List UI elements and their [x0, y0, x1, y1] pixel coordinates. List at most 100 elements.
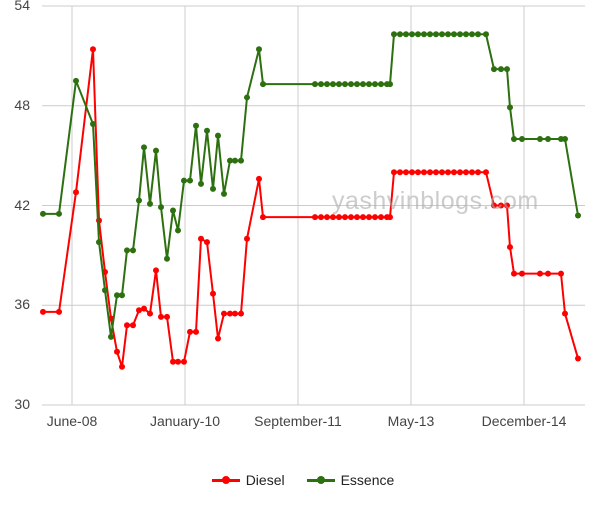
- data-point[interactable]: [348, 81, 354, 88]
- data-point[interactable]: [397, 169, 403, 176]
- data-point[interactable]: [483, 31, 489, 38]
- data-point[interactable]: [124, 247, 130, 254]
- data-point[interactable]: [324, 81, 330, 88]
- data-point[interactable]: [504, 66, 510, 73]
- data-point[interactable]: [164, 255, 170, 262]
- data-point[interactable]: [372, 81, 378, 88]
- data-point[interactable]: [141, 144, 147, 151]
- data-point[interactable]: [545, 136, 551, 142]
- data-point[interactable]: [170, 207, 176, 214]
- data-point[interactable]: [575, 355, 581, 362]
- data-point[interactable]: [354, 81, 360, 88]
- data-point[interactable]: [198, 180, 204, 187]
- data-point[interactable]: [210, 290, 216, 297]
- data-point[interactable]: [336, 81, 342, 88]
- data-point[interactable]: [318, 214, 324, 221]
- data-point[interactable]: [96, 239, 102, 246]
- data-point[interactable]: [215, 132, 221, 139]
- data-point[interactable]: [56, 308, 62, 315]
- data-point[interactable]: [511, 270, 517, 277]
- data-point[interactable]: [40, 210, 46, 217]
- data-point[interactable]: [40, 308, 46, 315]
- data-point[interactable]: [409, 169, 415, 176]
- data-point[interactable]: [193, 328, 199, 335]
- data-point[interactable]: [73, 189, 79, 196]
- data-point[interactable]: [427, 169, 433, 176]
- data-point[interactable]: [397, 31, 403, 38]
- data-point[interactable]: [463, 169, 469, 176]
- data-point[interactable]: [457, 169, 463, 176]
- data-point[interactable]: [330, 214, 336, 221]
- data-point[interactable]: [164, 313, 170, 320]
- data-point[interactable]: [445, 169, 451, 176]
- data-point[interactable]: [519, 136, 525, 142]
- data-point[interactable]: [114, 348, 120, 355]
- data-point[interactable]: [244, 235, 250, 242]
- data-point[interactable]: [114, 292, 120, 299]
- data-point[interactable]: [348, 214, 354, 221]
- data-point[interactable]: [483, 169, 489, 176]
- data-point[interactable]: [198, 235, 204, 242]
- data-point[interactable]: [391, 31, 397, 38]
- data-point[interactable]: [463, 31, 469, 38]
- data-point[interactable]: [153, 147, 159, 154]
- data-point[interactable]: [511, 136, 517, 142]
- data-point[interactable]: [415, 31, 421, 38]
- data-point[interactable]: [56, 210, 62, 217]
- data-point[interactable]: [136, 307, 142, 314]
- data-point[interactable]: [147, 310, 153, 317]
- data-point[interactable]: [427, 31, 433, 38]
- data-point[interactable]: [204, 127, 210, 134]
- data-point[interactable]: [124, 322, 130, 329]
- data-point[interactable]: [90, 121, 96, 128]
- data-point[interactable]: [498, 202, 504, 209]
- data-point[interactable]: [391, 169, 397, 176]
- data-point[interactable]: [354, 214, 360, 221]
- data-point[interactable]: [415, 169, 421, 176]
- data-point[interactable]: [119, 292, 125, 299]
- data-point[interactable]: [221, 190, 227, 197]
- data-point[interactable]: [158, 204, 164, 211]
- data-point[interactable]: [119, 363, 125, 370]
- data-point[interactable]: [187, 328, 193, 335]
- data-point[interactable]: [545, 270, 551, 277]
- data-point[interactable]: [318, 81, 324, 88]
- data-point[interactable]: [360, 214, 366, 221]
- data-point[interactable]: [227, 157, 233, 164]
- data-point[interactable]: [378, 214, 384, 221]
- data-point[interactable]: [342, 81, 348, 88]
- data-point[interactable]: [130, 247, 136, 254]
- data-point[interactable]: [312, 214, 318, 221]
- data-point[interactable]: [147, 200, 153, 207]
- data-point[interactable]: [372, 214, 378, 221]
- data-point[interactable]: [433, 169, 439, 176]
- data-point[interactable]: [457, 31, 463, 38]
- data-point[interactable]: [256, 46, 262, 53]
- data-point[interactable]: [475, 169, 481, 176]
- data-point[interactable]: [204, 239, 210, 246]
- data-point[interactable]: [175, 227, 181, 234]
- data-point[interactable]: [210, 185, 216, 192]
- data-point[interactable]: [378, 81, 384, 88]
- data-point[interactable]: [238, 310, 244, 317]
- data-point[interactable]: [260, 214, 266, 221]
- data-point[interactable]: [575, 212, 581, 219]
- data-point[interactable]: [387, 214, 393, 221]
- data-point[interactable]: [181, 358, 187, 365]
- data-point[interactable]: [170, 358, 176, 365]
- data-point[interactable]: [366, 81, 372, 88]
- data-point[interactable]: [519, 270, 525, 277]
- data-point[interactable]: [187, 177, 193, 184]
- legend-item-essence[interactable]: Essence: [306, 472, 394, 488]
- data-point[interactable]: [491, 202, 497, 209]
- data-point[interactable]: [558, 270, 564, 277]
- data-point[interactable]: [562, 136, 568, 142]
- data-point[interactable]: [102, 287, 108, 294]
- data-point[interactable]: [360, 81, 366, 88]
- data-point[interactable]: [421, 31, 427, 38]
- data-point[interactable]: [193, 122, 199, 129]
- data-point[interactable]: [403, 169, 409, 176]
- data-point[interactable]: [324, 214, 330, 221]
- data-point[interactable]: [433, 31, 439, 38]
- data-point[interactable]: [256, 175, 262, 182]
